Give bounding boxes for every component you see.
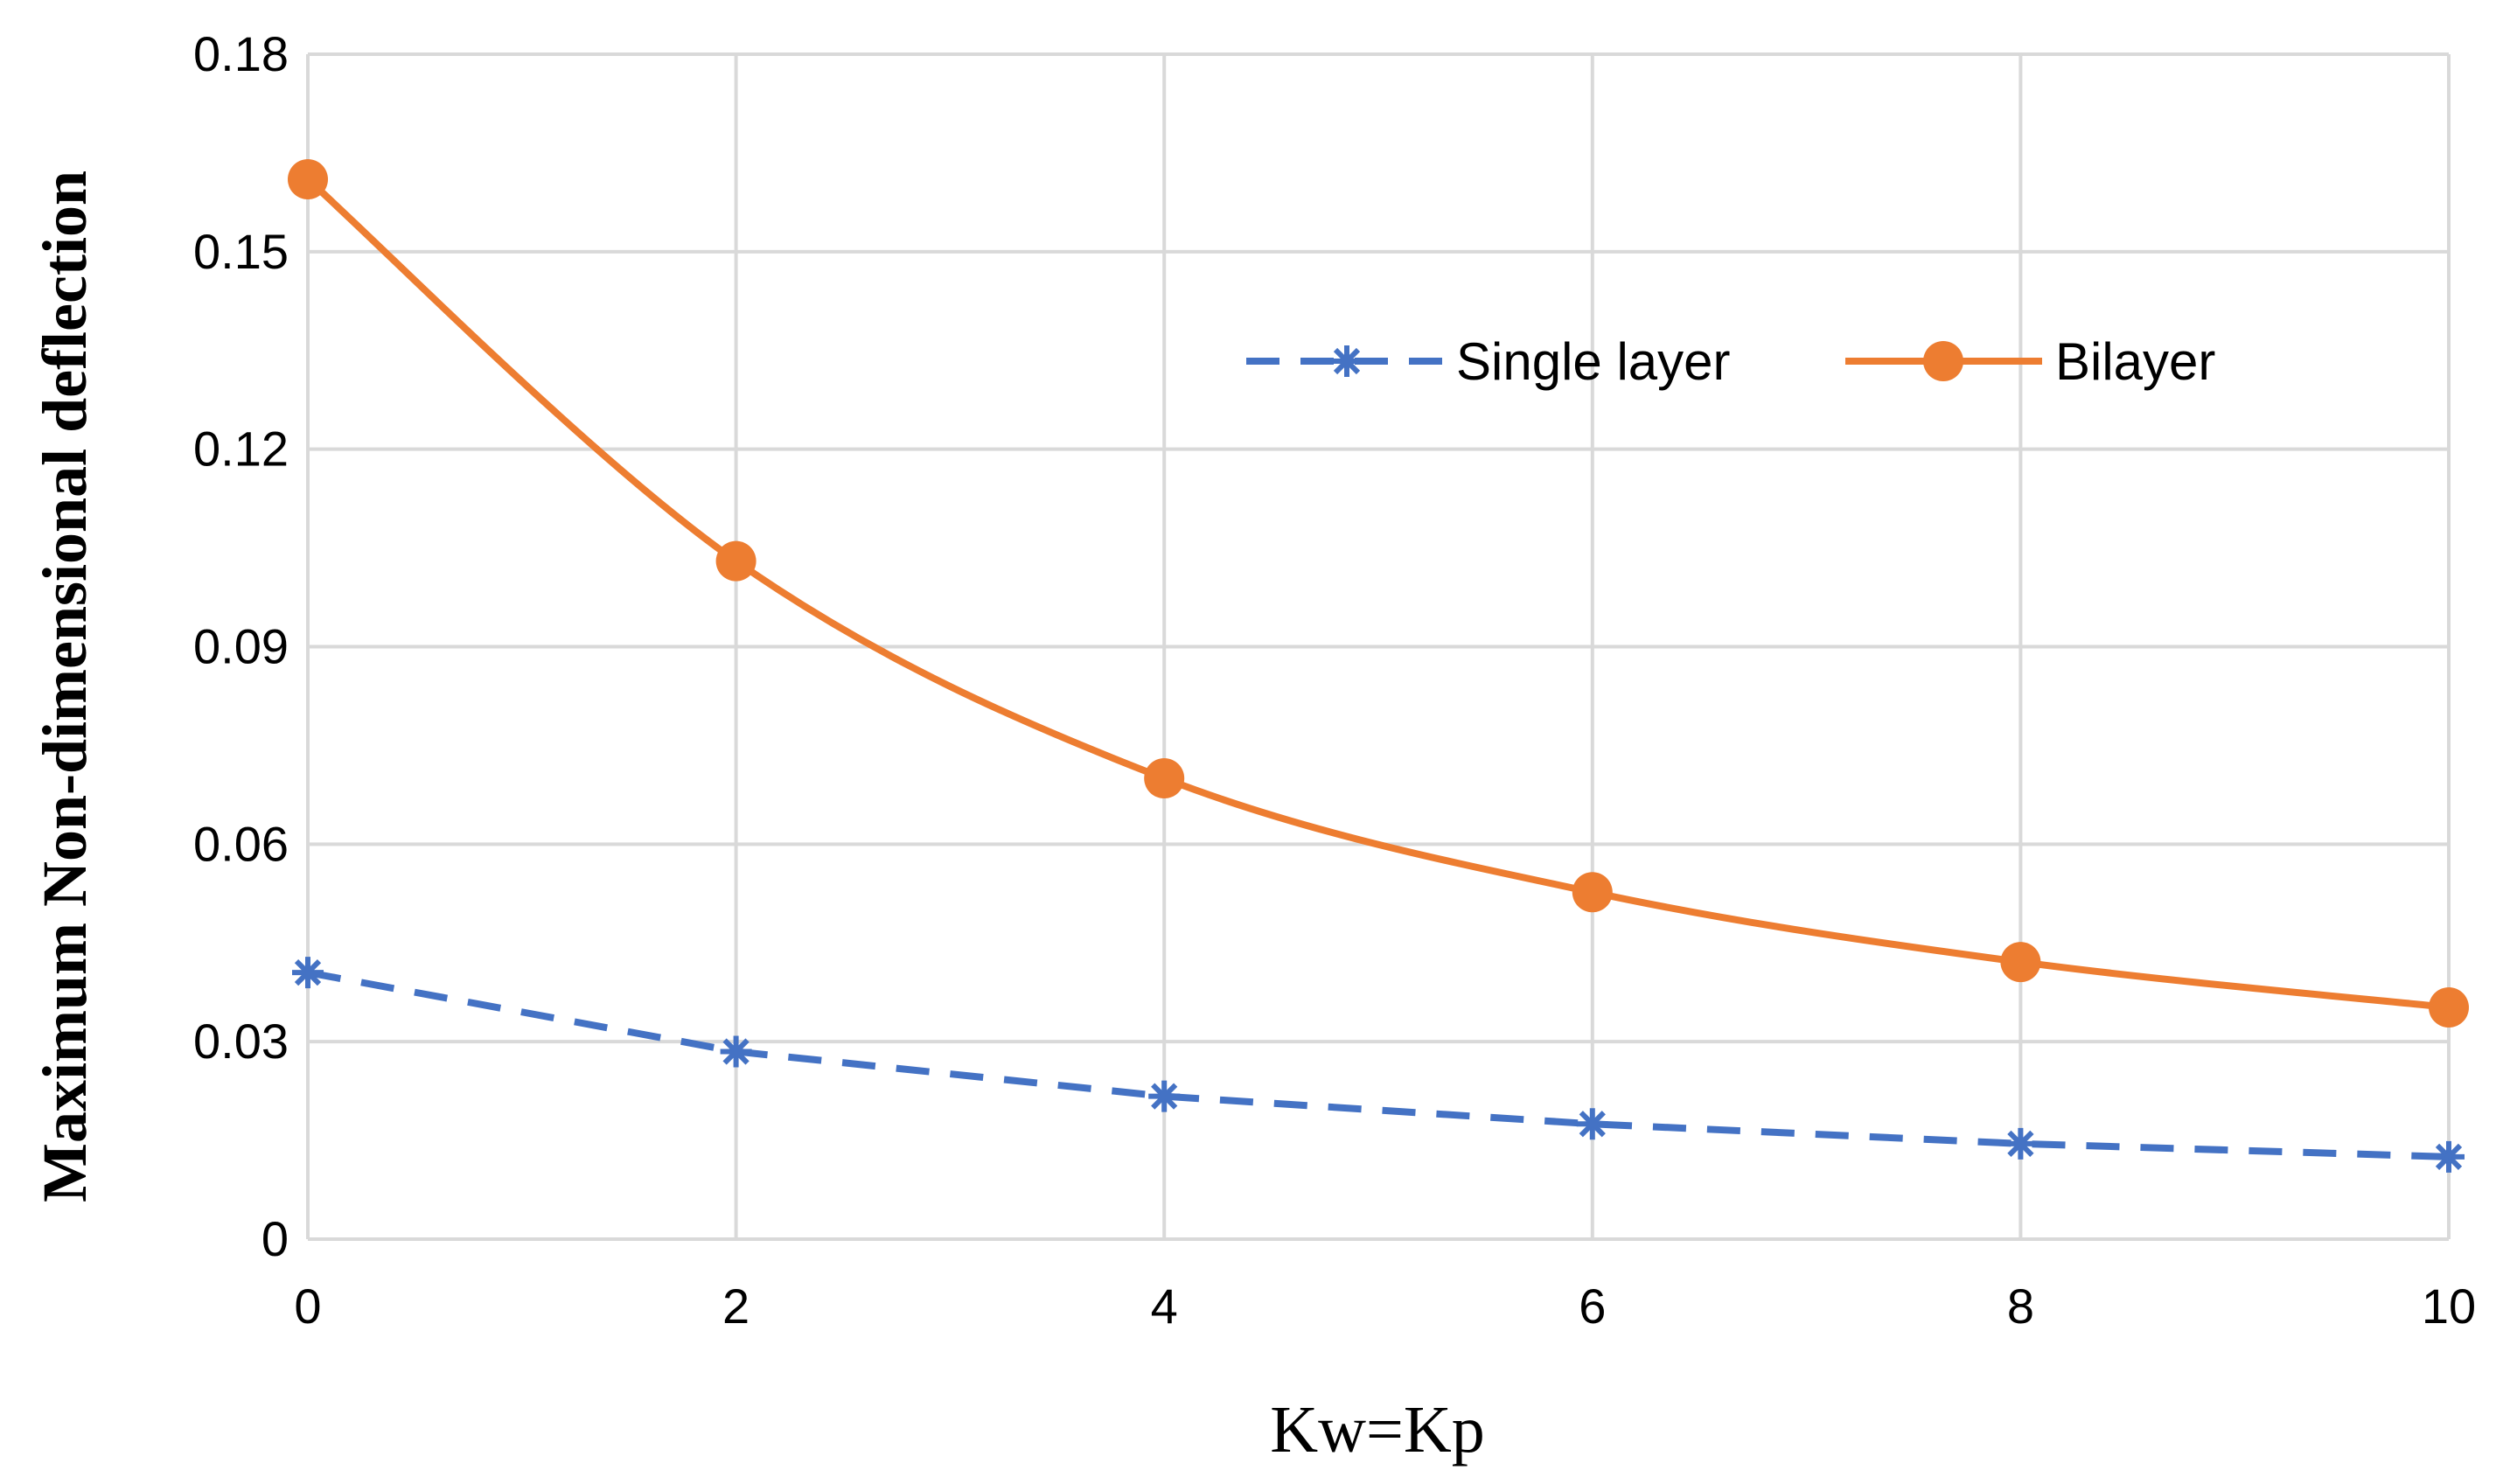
y-tick-label: 0.18 (193, 26, 289, 81)
y-axis-title: Maximum Non-dimensional deflection (30, 171, 100, 1202)
legend: Single layer Bilayer (1246, 332, 2215, 391)
legend-bilayer-marker (1923, 341, 1963, 381)
legend-bilayer-label: Bilayer (2055, 332, 2215, 391)
x-tick-label: 6 (1579, 1278, 1606, 1334)
x-tick-label: 2 (722, 1278, 750, 1334)
data-point-bilayer (1144, 758, 1185, 799)
x-tick-label: 0 (294, 1278, 321, 1334)
series (288, 159, 2469, 1173)
data-point-single-layer (2433, 1140, 2465, 1173)
legend-item-single-layer: Single layer (1246, 332, 1731, 391)
data-point-bilayer (715, 540, 756, 582)
series-line-bilayer (305, 177, 2450, 1011)
data-point-single-layer (1576, 1108, 1608, 1140)
y-axis-ticks: 0 0.03 0.06 0.09 0.12 0.15 0.18 (193, 26, 289, 1266)
y-tick-label: 0 (261, 1211, 289, 1266)
data-point-single-layer (292, 957, 324, 989)
legend-single-layer-marker (1331, 345, 1363, 377)
data-point-single-layer (720, 1035, 752, 1068)
x-tick-label: 4 (1151, 1278, 1178, 1334)
y-tick-label: 0.15 (193, 224, 289, 279)
x-tick-label: 8 (2007, 1278, 2034, 1334)
legend-item-bilayer: Bilayer (1845, 332, 2215, 391)
y-tick-label: 0.06 (193, 816, 289, 871)
data-point-bilayer (1572, 872, 1613, 913)
data-point-single-layer (1148, 1080, 1181, 1112)
y-tick-label: 0.09 (193, 619, 289, 674)
grid (306, 52, 2451, 1241)
data-point-bilayer (2000, 942, 2041, 983)
data-point-single-layer (2004, 1127, 2037, 1160)
x-tick-label: 10 (2422, 1278, 2476, 1334)
data-point-bilayer (2429, 987, 2469, 1028)
data-point-bilayer (288, 159, 328, 200)
y-tick-label: 0.12 (193, 422, 289, 477)
series-line-single-layer (307, 969, 2450, 1160)
x-axis-title: Kw=Kp (1270, 1393, 1485, 1467)
legend-single-layer-label: Single layer (1456, 332, 1731, 391)
y-tick-label: 0.03 (193, 1014, 289, 1069)
x-axis-ticks: 0 2 4 6 8 10 (294, 1278, 2476, 1334)
